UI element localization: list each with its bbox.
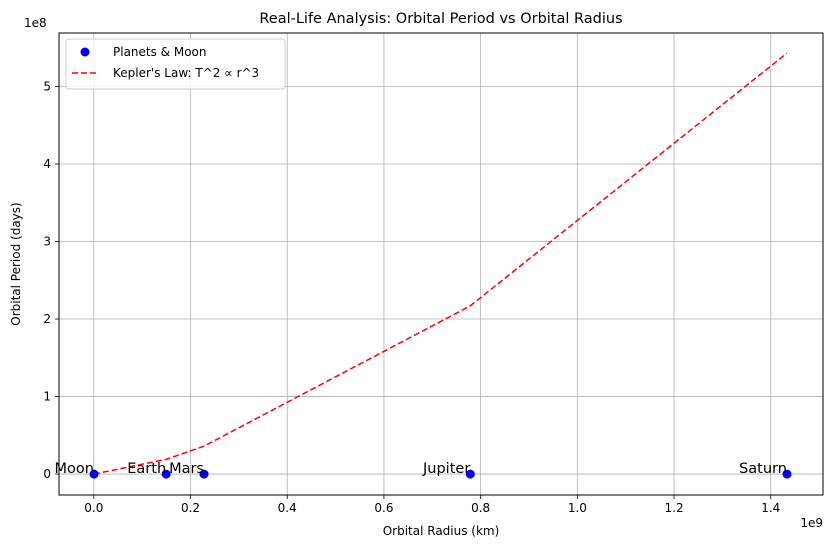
data-point-moon	[89, 469, 99, 479]
data-point-mars	[199, 469, 209, 479]
x-tick-label: 0.4	[278, 501, 297, 515]
chart-title: Real-Life Analysis: Orbital Period vs Or…	[259, 11, 622, 27]
x-tick-label: 1.0	[568, 501, 587, 515]
x-tick-label: 0.0	[84, 501, 103, 515]
x-tick-label: 1.2	[665, 501, 684, 515]
grid	[59, 33, 823, 495]
x-tick-label: 0.6	[374, 501, 393, 515]
x-axis-offset-label: 1e9	[800, 516, 823, 530]
plot-series: Moon Earth Mars Jupiter Saturn	[55, 52, 792, 479]
y-tick-label: 5	[43, 79, 51, 93]
x-tick-label: 1.4	[761, 501, 780, 515]
data-point-saturn	[782, 469, 792, 479]
x-axis-label: Orbital Radius (km)	[383, 524, 500, 538]
legend-label-planets: Planets & Moon	[113, 45, 207, 59]
x-tick-label: 0.8	[471, 501, 490, 515]
data-point-jupiter	[465, 469, 475, 479]
legend-label-kepler: Kepler's Law: T^2 ∝ r^3	[113, 66, 259, 80]
axis-ticks: 0.0 0.2 0.4 0.6 0.8 1.0 1.2 1.4 0 1 2 3 4 5	[43, 79, 780, 515]
point-label-mars: Mars	[169, 461, 204, 477]
y-tick-label: 3	[43, 235, 51, 249]
y-tick-label: 1	[43, 390, 51, 404]
x-tick-label: 0.2	[181, 501, 200, 515]
y-tick-label: 2	[43, 312, 51, 326]
plot-frame	[58, 32, 824, 496]
kepler-law-line	[93, 52, 788, 475]
y-axis-label: Orbital Period (days)	[9, 202, 23, 325]
legend-marker-planets	[80, 47, 90, 57]
point-label-saturn: Saturn	[739, 461, 787, 477]
point-label-jupiter: Jupiter	[422, 461, 470, 477]
point-label-earth: Earth	[127, 461, 166, 477]
legend: Planets & Moon Kepler's Law: T^2 ∝ r^3	[65, 38, 286, 90]
y-axis-offset-label: 1e8	[24, 16, 47, 30]
data-point-earth	[161, 469, 171, 479]
y-tick-label: 4	[43, 157, 51, 171]
legend-box	[65, 38, 286, 90]
y-tick-label: 0	[43, 467, 51, 481]
point-label-moon: Moon	[55, 461, 94, 477]
